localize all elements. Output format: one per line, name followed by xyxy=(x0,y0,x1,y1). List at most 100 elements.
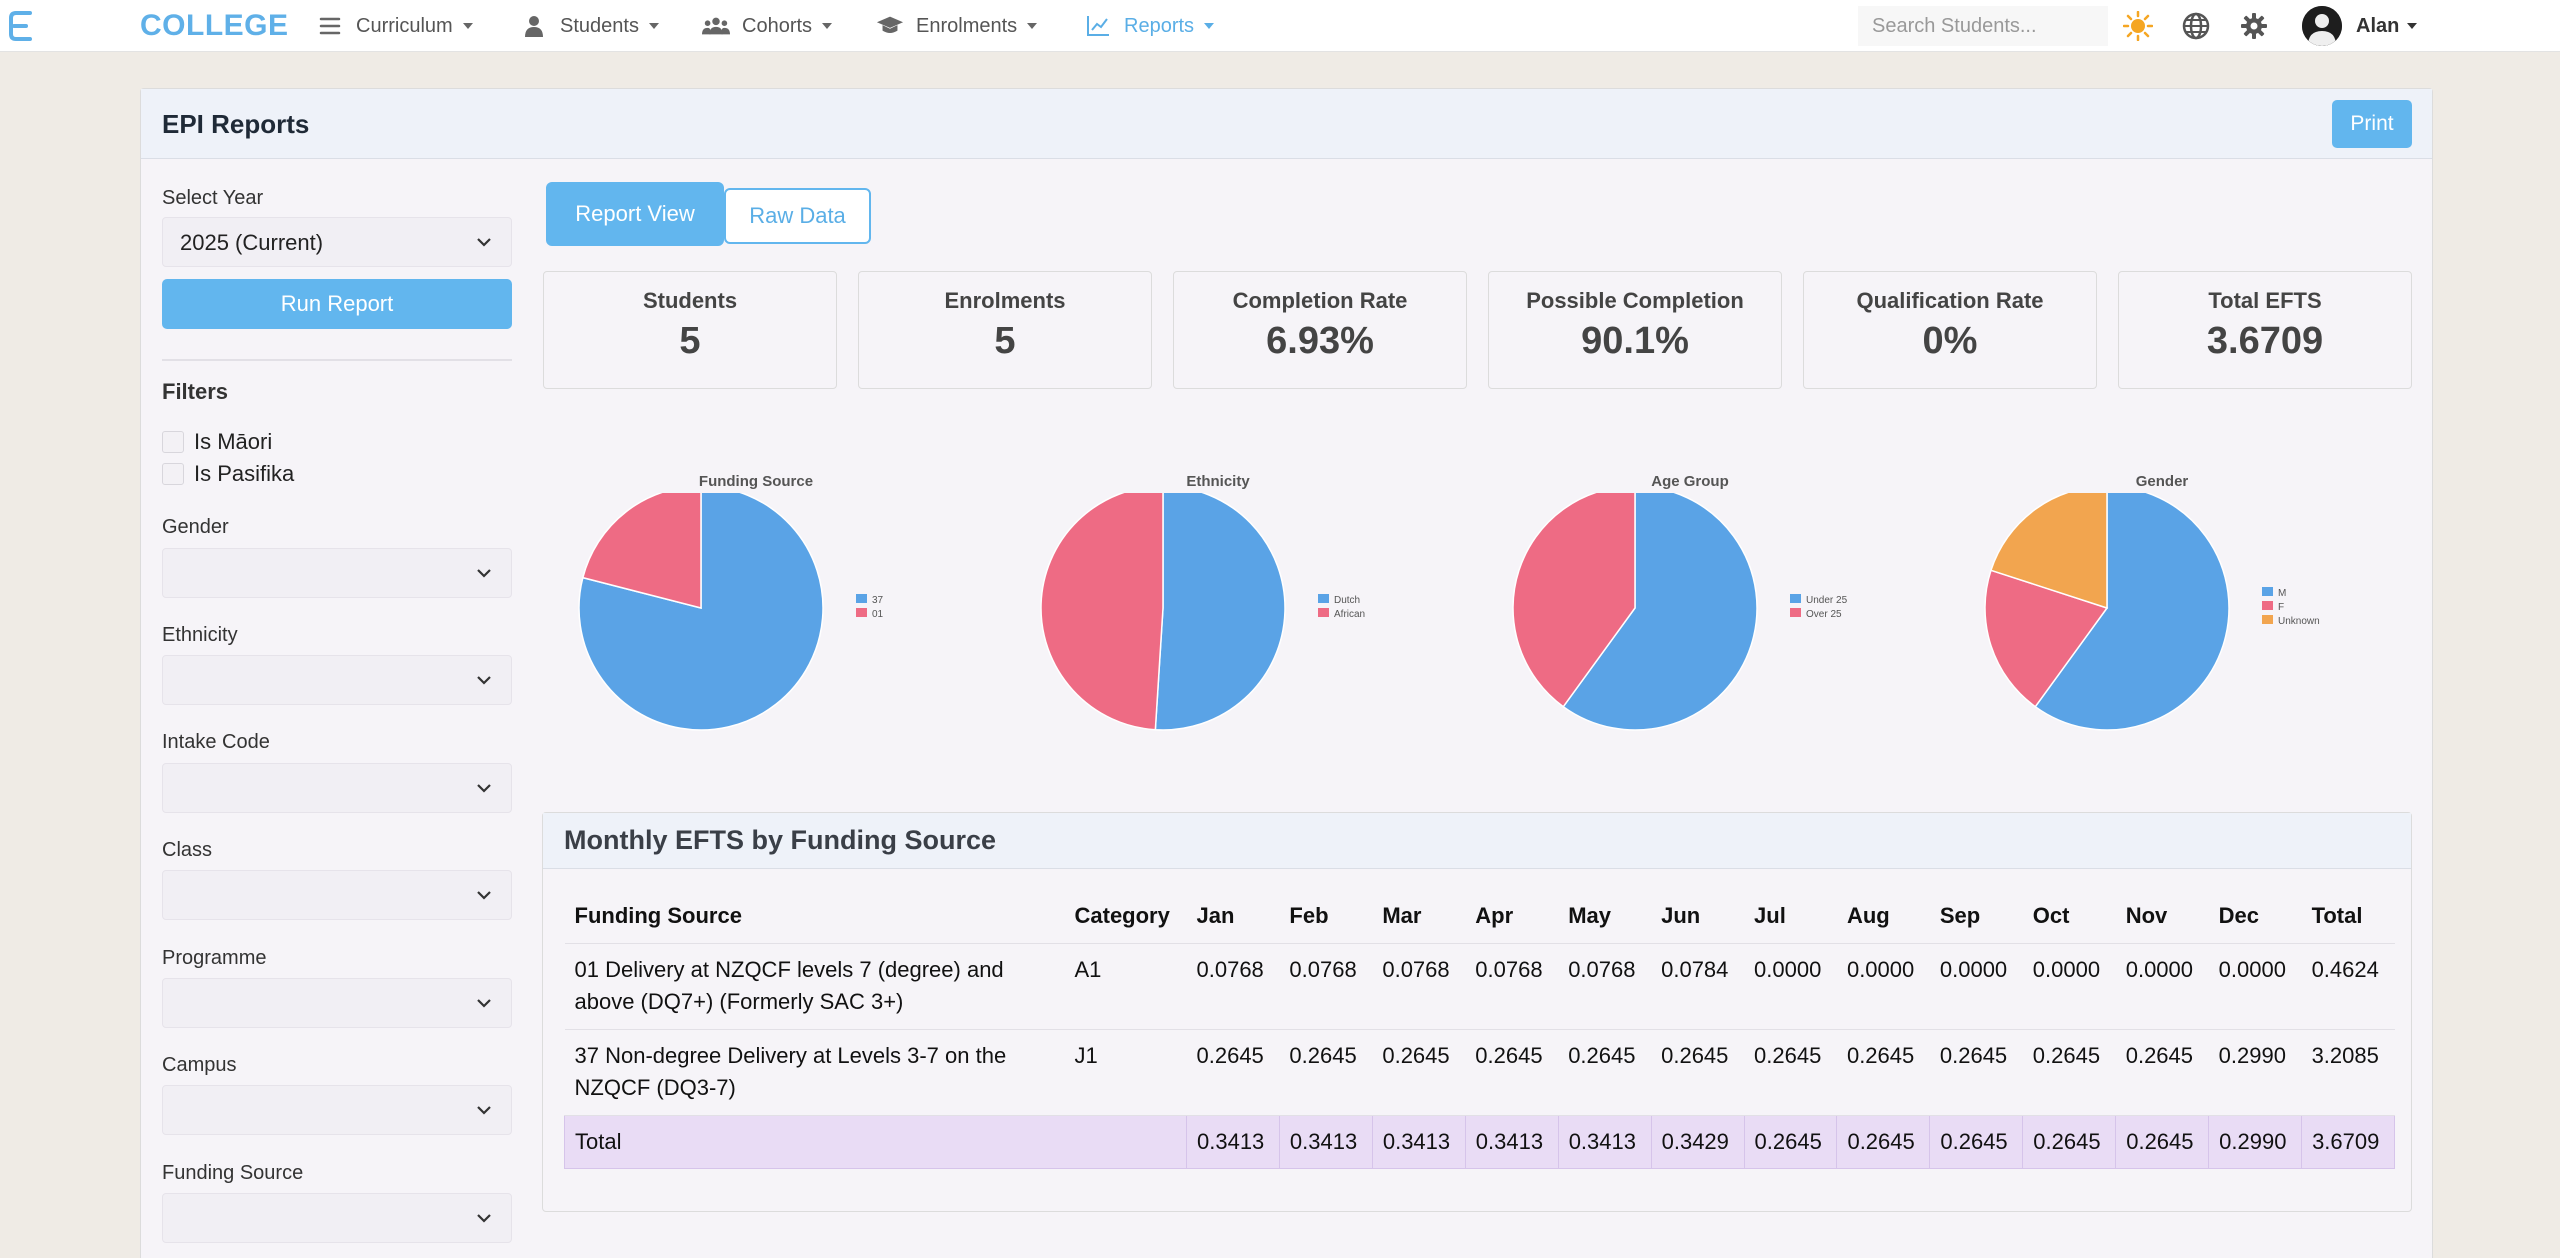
globe-icon[interactable] xyxy=(2180,10,2212,42)
is-pasifika-filter[interactable]: Is Pasifika xyxy=(162,461,294,487)
select-year-label: Select Year xyxy=(162,187,264,209)
table-cell: 0.0000 xyxy=(2208,943,2302,1030)
campus-select[interactable] xyxy=(162,1085,512,1135)
user-menu[interactable]: Alan xyxy=(2302,6,2418,46)
pie-slice-african xyxy=(1040,493,1164,731)
legend-label: Under 25 xyxy=(1806,595,1848,606)
caret-down-icon xyxy=(1204,23,1215,29)
gender-select[interactable] xyxy=(162,548,512,598)
year-select-value: 2025 (Current) xyxy=(180,230,324,255)
stat-label: Qualification Rate xyxy=(1856,288,2044,313)
column-header: Jul xyxy=(1744,889,1837,944)
nav-curriculum[interactable]: Curriculum xyxy=(316,12,473,40)
legend-swatch xyxy=(856,594,867,603)
legend-swatch xyxy=(1318,594,1329,603)
nav-cohorts[interactable]: Cohorts xyxy=(702,12,833,40)
intake-code-select[interactable] xyxy=(162,763,512,813)
table-cell: 0.0768 xyxy=(1279,943,1373,1030)
funding-source-chart: Funding Source 37 01 xyxy=(576,473,936,773)
table-cell: 0.2645 xyxy=(1651,1029,1745,1116)
stat-value: 0% xyxy=(1922,320,1978,362)
ethnicity-pie: Dutch African xyxy=(1040,493,1365,731)
pie-slice-37 xyxy=(578,493,824,731)
graduation-cap-icon xyxy=(876,14,904,38)
funding-source-filter-label: Funding Source xyxy=(162,1162,304,1184)
monthly-efts-table: Funding Source Category Jan Feb Mar Apr … xyxy=(564,889,2395,1169)
table-cell: 0.2645 xyxy=(1558,1029,1652,1116)
table-cell: 0.2645 xyxy=(1279,1029,1373,1116)
chevron-down-icon xyxy=(477,569,491,578)
nav-reports[interactable]: Reports xyxy=(1084,12,1215,40)
stat-students: Students 5 xyxy=(543,271,837,389)
gender-pie: MF Unknown xyxy=(1984,493,2320,731)
ethnicity-select[interactable] xyxy=(162,655,512,705)
funding-source-select[interactable] xyxy=(162,1193,512,1243)
chevron-down-icon xyxy=(477,891,491,900)
is-maori-label: Is Māori xyxy=(194,429,273,454)
gear-icon[interactable] xyxy=(2238,10,2270,42)
card-header: EPI Reports Print xyxy=(141,89,2432,159)
table-cell: 3.2085 xyxy=(2301,1029,2395,1116)
column-header: Mar xyxy=(1372,889,1466,944)
nav-enrolments[interactable]: Enrolments xyxy=(876,12,1038,40)
column-header: Funding Source xyxy=(564,889,1065,944)
table-cell: 0.3413 xyxy=(1371,1114,1466,1169)
stat-possible-completion: Possible Completion 90.1% xyxy=(1488,271,1782,389)
table-cell: 3.6709 xyxy=(2301,1114,2395,1169)
legend-label: F xyxy=(2278,602,2284,613)
search-input[interactable] xyxy=(1858,6,2108,46)
is-pasifika-checkbox[interactable] xyxy=(162,463,184,485)
column-header: Total xyxy=(2301,889,2395,944)
table-cell: 0.4624 xyxy=(2301,943,2395,1030)
table-cell: 0.3413 xyxy=(1278,1114,1373,1169)
column-header: Jan xyxy=(1186,889,1280,944)
filters-heading: Filters xyxy=(162,379,229,404)
column-header: May xyxy=(1558,889,1652,944)
stat-value: 90.1% xyxy=(1581,320,1689,362)
pie-slice-f xyxy=(1984,569,2109,708)
ethnicity-chart: Ethnicity Dutch African xyxy=(1038,473,1398,773)
theme-toggle-sun-icon[interactable] xyxy=(2122,10,2154,42)
tab-raw-data[interactable]: Raw Data xyxy=(724,188,871,244)
caret-down-icon xyxy=(648,23,659,29)
brand-name[interactable]: COLLEGE xyxy=(140,9,289,42)
table-cell: 0.3413 xyxy=(1557,1114,1652,1169)
pie-slice-01 xyxy=(581,493,702,609)
list-icon xyxy=(316,14,344,38)
nav-enrolments-label: Enrolments xyxy=(916,14,1018,37)
programme-filter-label: Programme xyxy=(162,947,267,969)
class-select[interactable] xyxy=(162,870,512,920)
column-header: Feb xyxy=(1279,889,1373,944)
table-cell: 0.0768 xyxy=(1558,943,1652,1030)
table-cell: 0.2645 xyxy=(1836,1029,1930,1116)
table-cell: 0.0000 xyxy=(1744,943,1837,1030)
column-header: Sep xyxy=(1929,889,2023,944)
logo-icon[interactable] xyxy=(8,9,34,43)
is-maori-filter[interactable]: Is Māori xyxy=(162,429,272,455)
programme-select[interactable] xyxy=(162,978,512,1028)
chevron-down-icon xyxy=(477,1106,491,1115)
nav-students[interactable]: Students xyxy=(520,12,659,40)
legend-label: 37 xyxy=(872,595,884,606)
table-cell: 0.0784 xyxy=(1651,943,1745,1030)
print-button[interactable]: Print xyxy=(2332,100,2412,148)
is-pasifika-label: Is Pasifika xyxy=(194,461,295,486)
tab-report-view[interactable]: Report View xyxy=(546,182,724,246)
user-icon xyxy=(520,14,548,38)
gender-chart: Gender M F Unknown xyxy=(1982,473,2342,773)
stat-qualification-rate: Qualification Rate 0% xyxy=(1803,271,2097,389)
stat-total-efts: Total EFTS 3.6709 xyxy=(2118,271,2412,389)
run-report-button[interactable]: Run Report xyxy=(162,279,512,329)
pie-slice-under-25 xyxy=(1562,493,1758,731)
table-cell: J1 xyxy=(1064,1029,1187,1116)
chart-title: Gender xyxy=(2135,473,2189,490)
table-cell: 0.0768 xyxy=(1186,943,1280,1030)
year-select[interactable]: 2025 (Current) xyxy=(162,217,512,267)
gender-filter-label: Gender xyxy=(162,516,229,538)
legend-swatch xyxy=(1790,594,1801,603)
chart-title: Funding Source xyxy=(698,473,814,490)
is-maori-checkbox[interactable] xyxy=(162,431,184,453)
pie-slice-over-25 xyxy=(1512,493,1636,708)
column-header: Apr xyxy=(1465,889,1559,944)
